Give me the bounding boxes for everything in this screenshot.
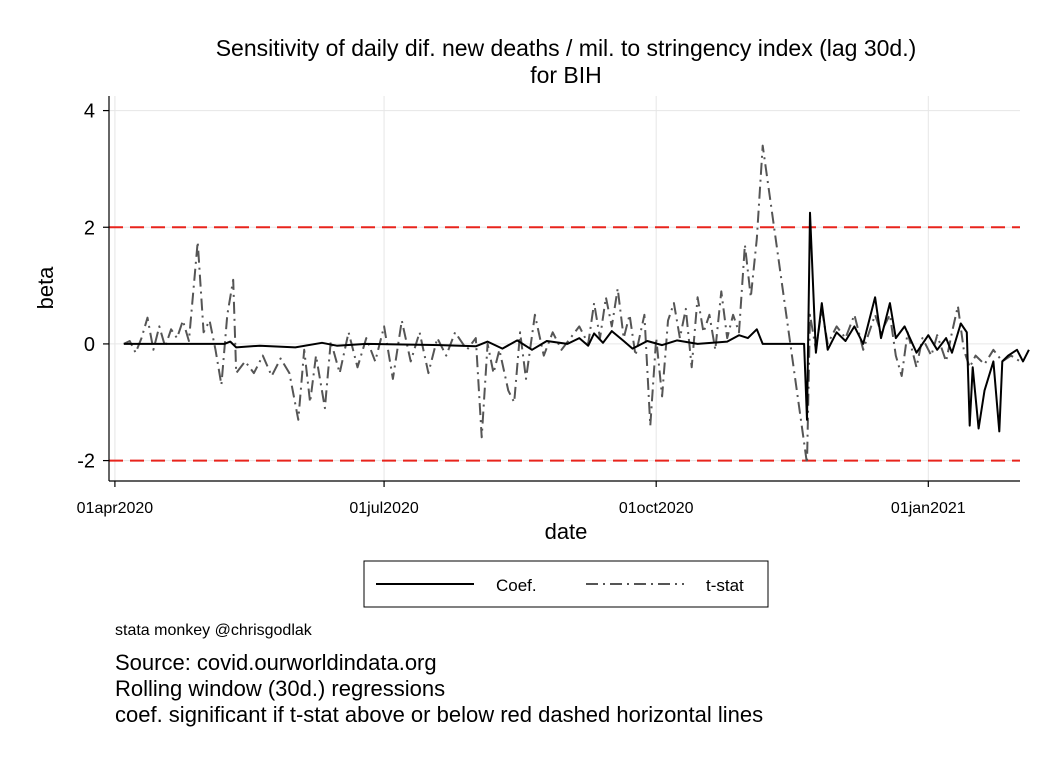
- legend-box: [363, 560, 769, 608]
- x-ticks: 01apr2020 01jul2020 01oct2020 01jan2021: [77, 481, 966, 517]
- x-tick-label: 01jan2021: [891, 500, 966, 517]
- y-tick-label: 4: [84, 101, 95, 123]
- chart-subtitle: for BIH: [530, 62, 602, 88]
- legend-label-tstat: t-stat: [706, 576, 744, 595]
- notes: stata monkey @chrisgodlak Source: covid.…: [115, 622, 763, 728]
- y-axis-label: beta: [33, 266, 58, 310]
- x-tick-label: 01oct2020: [619, 500, 694, 517]
- y-tick-label: 0: [84, 334, 95, 356]
- y-ticks: -2 0 2 4: [77, 101, 109, 473]
- series-line-tstat: [123, 144, 1021, 465]
- reference-lines: [109, 226, 1020, 462]
- legend-label-coef: Coef.: [496, 576, 537, 595]
- significance-note: coef. significant if t-stat above or bel…: [115, 702, 764, 727]
- method-note: Rolling window (30d.) regressions: [115, 676, 446, 701]
- x-axis-label: date: [545, 519, 588, 544]
- grid: [109, 96, 1020, 481]
- y-tick-label: -2: [77, 451, 95, 473]
- legend: Coef. t-stat: [363, 560, 769, 608]
- credit-note: stata monkey @chrisgodlak: [115, 622, 312, 639]
- x-tick-label: 01jul2020: [349, 500, 419, 517]
- y-tick-label: 2: [84, 217, 95, 239]
- source-note: Source: covid.ourworldindata.org: [115, 650, 437, 675]
- series-layer: [123, 144, 1030, 465]
- chart-title: Sensitivity of daily dif. new deaths / m…: [216, 35, 917, 61]
- x-tick-label: 01apr2020: [77, 500, 154, 517]
- series-line-coef: [123, 211, 1030, 433]
